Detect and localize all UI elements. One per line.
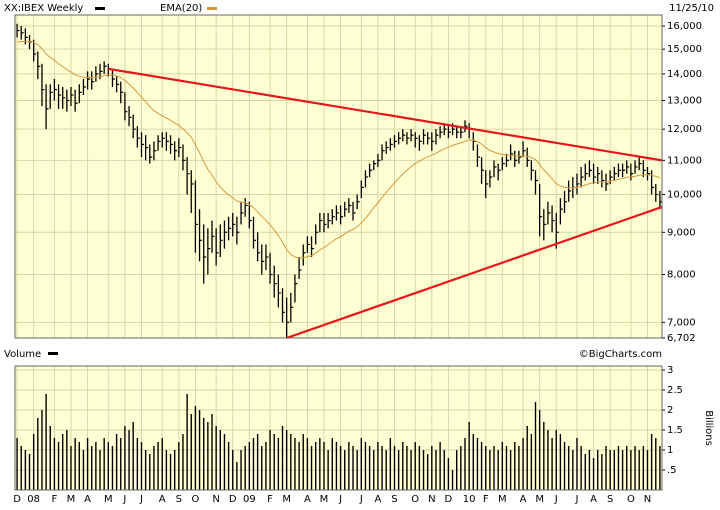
x-tick-label: J [359,494,363,505]
x-tick-label: S [176,494,182,505]
x-tick-label: J [139,494,143,505]
x-tick-label: D [445,494,453,505]
plot-area [15,15,662,338]
x-tick-label: M [535,494,544,505]
x-tick-label: A [84,494,91,505]
y-tick-label: 1.5 [667,425,683,436]
x-tick-label: M [104,494,113,505]
x-tick-label: 09 [243,494,256,505]
x-tick-label: M [498,494,507,505]
x-tick-label: J [122,494,126,505]
trend-line [286,205,663,340]
x-tick-label: N [644,494,651,505]
y-tick-label: 11,000 [667,155,702,166]
y-tick-label: 10,000 [667,190,702,201]
x-tick-label: A [374,494,381,505]
x-tick-label: A [590,494,597,505]
y-tick-label: 16,000 [667,21,702,32]
y-tick-label: 2.5 [667,385,683,396]
x-tick-label: M [320,494,329,505]
trend-line [108,67,663,162]
plot-area [15,366,662,490]
legend-swatch [48,352,58,355]
y-tick-label: 8,000 [667,270,696,281]
x-tick-label: J [338,494,342,505]
x-tick-label: N [428,494,435,505]
x-tick-label: F [52,494,58,505]
y-tick-label: 6,702 [667,333,696,344]
legend-swatch [207,7,217,10]
x-tick-label: M [282,494,291,505]
legend-label: EMA(20) [160,3,202,14]
y-axis-label: Billions [703,410,714,446]
x-tick-label: 10 [463,494,476,505]
chart-title: XX:IBEX Weekly [4,3,83,14]
y-tick-label: 7,000 [667,317,696,328]
y-tick-label: 12,000 [667,124,702,135]
y-tick-label: 9,000 [667,227,696,238]
x-tick-label: S [391,494,397,505]
x-tick-label: A [304,494,311,505]
ema-line [17,40,661,259]
y-tick-label: .5 [667,465,677,476]
y-tick-label: 1 [667,445,673,456]
y-tick-label: 14,000 [667,69,702,80]
y-tick-label: 3 [667,365,673,376]
x-tick-label: N [212,494,219,505]
volume-title: Volume [4,349,41,360]
y-tick-label: 15,000 [667,44,702,55]
x-tick-label: O [627,494,635,505]
plot-border [14,365,663,491]
plot-border [14,14,663,339]
x-tick-label: S [607,494,613,505]
chart-date: 11/25/10 [669,3,714,14]
legend-swatch [95,7,105,10]
x-tick-label: 08 [27,494,40,505]
x-tick-label: F [483,494,489,505]
x-tick-label: M [67,494,76,505]
x-tick-label: A [159,494,166,505]
y-tick-label: 2 [667,405,673,416]
x-tick-label: O [191,494,199,505]
credit: ©BigCharts.com [579,349,662,360]
x-tick-label: O [411,494,419,505]
x-tick-label: D [229,494,237,505]
x-tick-label: D [13,494,21,505]
x-tick-label: J [554,494,558,505]
y-tick-label: 13,000 [667,95,702,106]
x-tick-label: A [520,494,527,505]
x-tick-label: F [267,494,273,505]
x-tick-label: J [575,494,579,505]
